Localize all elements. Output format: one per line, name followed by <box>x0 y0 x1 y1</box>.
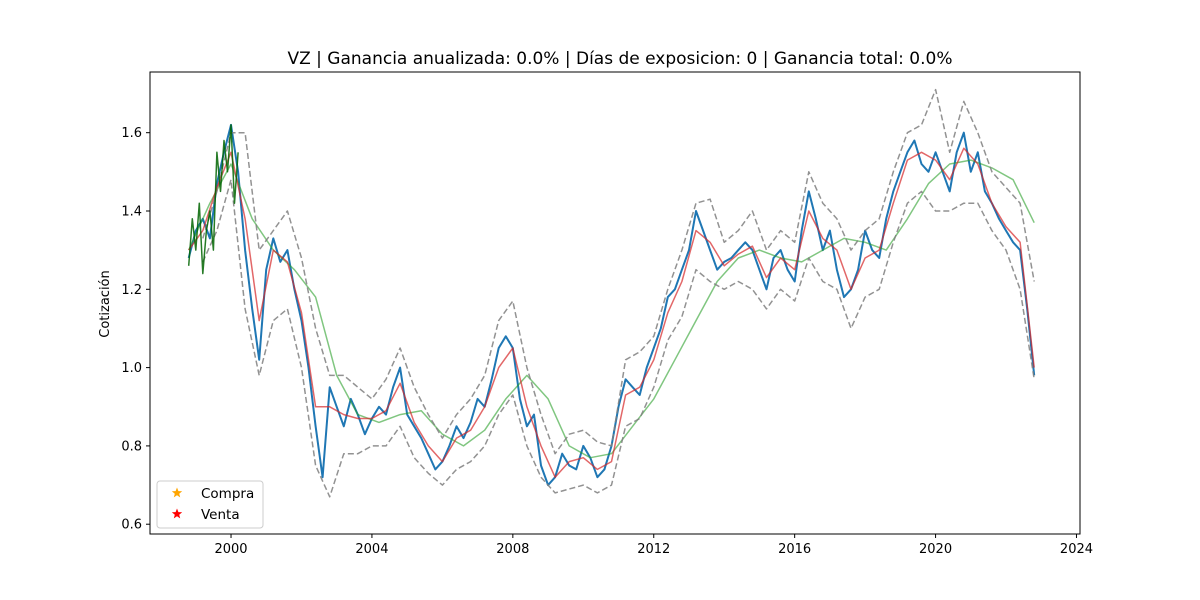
chart-title: VZ | Ganancia anualizada: 0.0% | Días de… <box>287 49 952 69</box>
y-tick-label: 1.2 <box>121 283 142 298</box>
series-line-long-ma <box>188 159 1035 459</box>
x-tick-label: 2004 <box>355 542 388 557</box>
x-tick-label: 2020 <box>919 542 952 557</box>
legend-entry-venta: Venta <box>171 507 240 523</box>
y-tick-label: 1.6 <box>121 126 142 141</box>
x-tick-label: 2024 <box>1060 542 1093 557</box>
x-axis: 2000 2004 2008 2012 2016 2020 2024 <box>214 534 1093 557</box>
y-axis: 0.6 0.8 1.0 1.2 1.4 1.6 <box>121 126 150 533</box>
series-line-short-ma <box>188 147 1035 478</box>
y-tick-label: 1.4 <box>121 204 142 219</box>
legend-label-compra: Compra <box>201 486 254 502</box>
y-tick-label: 0.8 <box>121 439 142 454</box>
plot-frame <box>149 71 1081 535</box>
plot-area <box>187 88 1036 498</box>
x-tick-label: 2016 <box>778 542 811 557</box>
x-tick-label: 2000 <box>214 542 247 557</box>
x-tick-label: 2012 <box>637 542 670 557</box>
y-tick-label: 0.6 <box>121 518 142 533</box>
series-line-early-segment <box>187 124 239 275</box>
legend-box <box>156 480 264 529</box>
series-line-upper-band <box>202 88 1035 455</box>
legend: Compra Venta <box>156 480 264 529</box>
x-tick-label: 2008 <box>496 542 529 557</box>
legend-marker-compra <box>171 487 183 498</box>
y-tick-label: 1.0 <box>121 361 142 376</box>
legend-marker-venta <box>171 508 183 519</box>
legend-label-venta: Venta <box>201 507 240 523</box>
series-line-lower-band <box>202 178 1035 498</box>
y-axis-label: Cotización <box>98 270 113 337</box>
legend-entry-compra: Compra <box>171 486 254 502</box>
